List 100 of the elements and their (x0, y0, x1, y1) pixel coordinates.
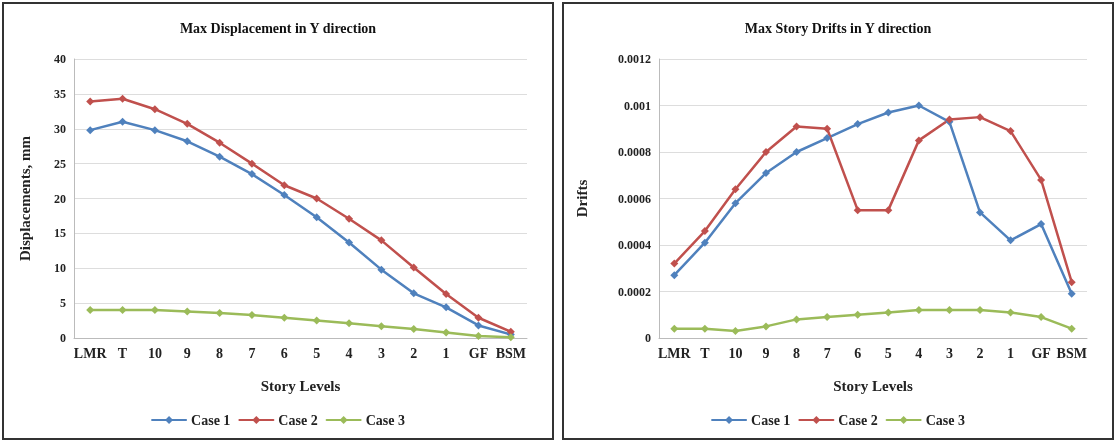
y-tick-label: 30 (54, 121, 66, 136)
point (1067, 278, 1076, 287)
x-tick-label: LMR (73, 345, 108, 361)
x-tick-label: 3 (945, 345, 953, 361)
point (442, 328, 451, 337)
point (976, 306, 984, 315)
x-axis-title: Story Levels (260, 377, 341, 394)
point (853, 120, 862, 129)
x-tick-label: 8 (216, 345, 224, 361)
point (823, 134, 832, 143)
y-tick-label: 0 (60, 331, 66, 345)
y-tick-label: 0.0012 (618, 52, 651, 66)
point (976, 208, 984, 217)
point (86, 97, 95, 106)
point (118, 306, 127, 315)
point (377, 265, 386, 274)
point (183, 307, 192, 316)
y-tick-label: 20 (54, 191, 66, 206)
point (792, 122, 801, 131)
point (1006, 236, 1015, 245)
point (670, 259, 679, 268)
point (183, 119, 192, 128)
point (474, 331, 483, 340)
x-tick-label: 3 (377, 345, 385, 361)
point (914, 101, 923, 110)
point (409, 289, 418, 298)
y-tick-label: 0.0006 (618, 191, 651, 206)
x-tick-label: 1 (442, 345, 450, 361)
point (280, 181, 289, 190)
legend-label: Case 2 (278, 412, 318, 428)
point (312, 316, 321, 325)
x-tick-label: 4 (345, 345, 353, 361)
point (823, 124, 832, 133)
x-tick-label: GF (468, 345, 489, 361)
point (215, 138, 224, 147)
legend-label: Case 3 (925, 412, 965, 428)
point (762, 148, 770, 156)
point (474, 321, 483, 330)
point (1067, 289, 1076, 298)
point (792, 148, 801, 156)
point (312, 194, 321, 203)
point (247, 170, 256, 179)
point (442, 303, 451, 312)
point (1067, 324, 1076, 333)
x-tick-label: 9 (762, 345, 770, 361)
y-tick-label: 0.0004 (618, 238, 651, 252)
point (474, 313, 483, 322)
point (792, 315, 801, 324)
point (731, 185, 740, 194)
x-tick-label: BSM (495, 345, 526, 361)
x-tick-label: 7 (248, 345, 256, 361)
x-tick-label: T (700, 345, 711, 361)
x-tick-label: 6 (854, 345, 862, 361)
x-tick-label: BSM (1056, 345, 1087, 361)
x-tick-label: 6 (280, 345, 288, 361)
point (731, 199, 740, 208)
point (884, 108, 893, 117)
point (670, 271, 679, 280)
point (1037, 175, 1046, 184)
point (700, 238, 709, 247)
legend-label: Case 2 (838, 412, 878, 428)
y-axis-title: Displacements, mm (16, 135, 33, 261)
point (976, 113, 984, 122)
point (945, 306, 954, 315)
point (409, 263, 418, 272)
y-tick-label: 0.0002 (618, 284, 651, 299)
point (700, 324, 709, 333)
y-tick-label: 0.0008 (618, 145, 651, 159)
point (700, 227, 709, 236)
point (377, 236, 386, 245)
point (670, 324, 679, 333)
point (345, 238, 354, 247)
x-tick-label: 8 (793, 345, 801, 361)
x-tick-label: T (117, 345, 128, 361)
legend-label: Case 1 (191, 412, 231, 428)
x-tick-label: 10 (147, 345, 162, 361)
x-axis-title: Story Levels (833, 377, 913, 394)
x-tick-label: 10 (728, 345, 743, 361)
chart-title: Max Story Drifts in Y direction (744, 20, 932, 36)
y-tick-label: 10 (54, 261, 66, 276)
point (86, 126, 95, 135)
point (731, 327, 740, 336)
point (853, 206, 862, 215)
point (1006, 308, 1015, 317)
point (345, 319, 354, 328)
point (762, 322, 770, 331)
point (914, 136, 923, 145)
point (312, 213, 321, 222)
legend-label: Case 3 (365, 412, 405, 428)
point (215, 308, 224, 317)
y-tick-label: 40 (54, 52, 66, 66)
x-tick-label: 2 (410, 345, 418, 361)
x-tick-label: 7 (823, 345, 831, 361)
x-tick-label: 5 (313, 345, 321, 361)
x-tick-label: 5 (884, 345, 892, 361)
y-tick-label: 0.001 (624, 98, 651, 113)
point (280, 191, 289, 200)
point (1037, 220, 1046, 229)
point (442, 290, 451, 299)
x-tick-label: GF (1031, 345, 1051, 361)
